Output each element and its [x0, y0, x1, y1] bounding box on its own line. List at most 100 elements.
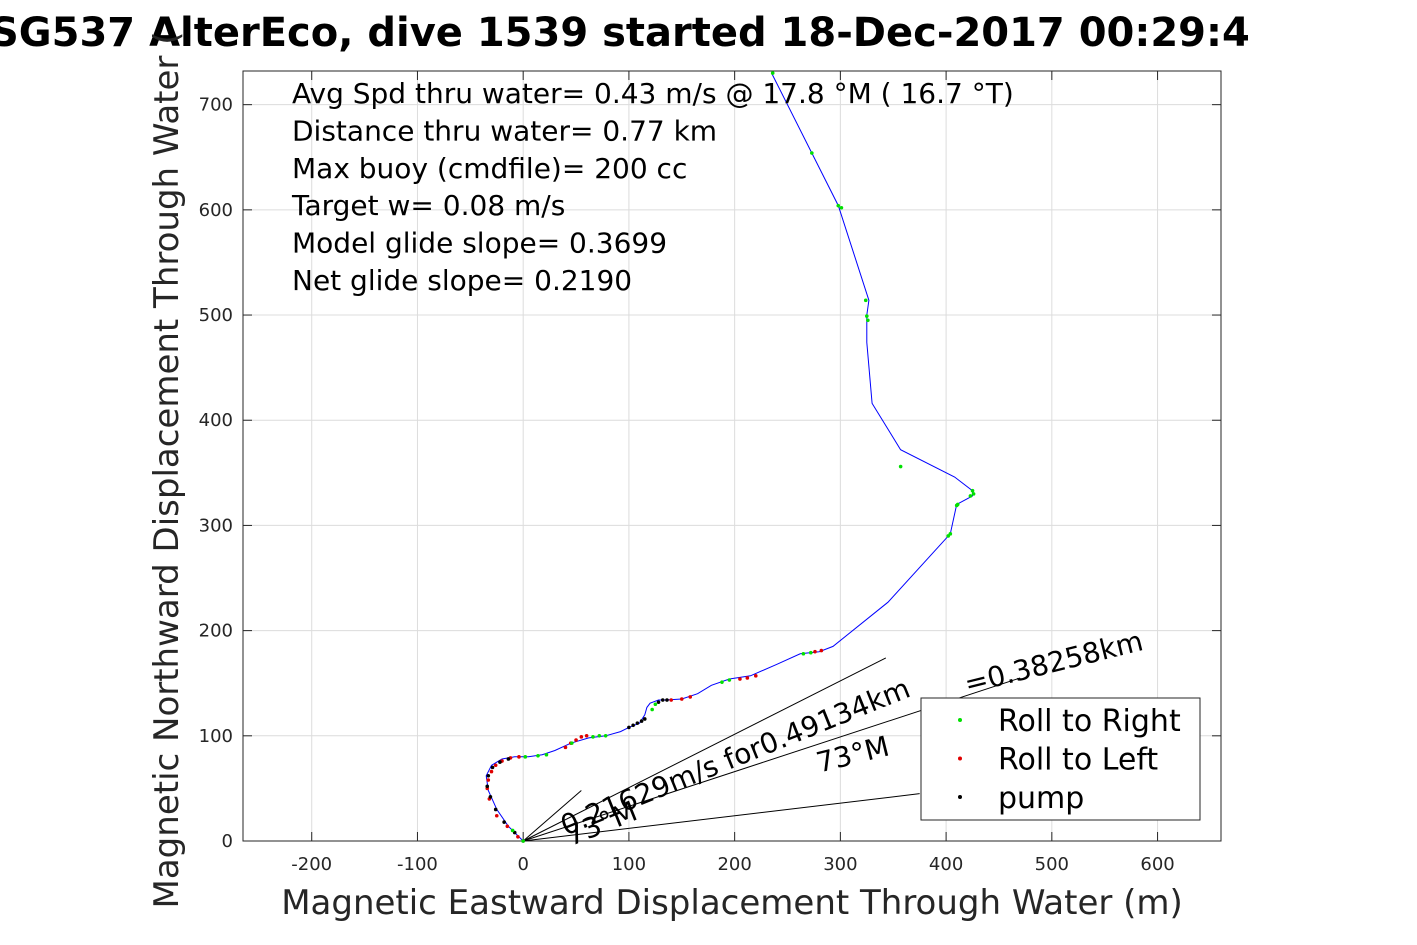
stat-line: Max buoy (cmdfile)= 200 cc	[292, 152, 687, 185]
roll-right-marker	[544, 752, 549, 757]
pump-marker	[502, 820, 506, 824]
x-tick-label: 600	[1140, 854, 1174, 875]
x-axis-label: Magnetic Eastward Displacement Through W…	[281, 883, 1183, 923]
legend-label: Roll to Left	[998, 743, 1158, 778]
pump-marker	[656, 700, 661, 704]
pump-marker	[490, 765, 495, 770]
legend-label: Roll to Right	[998, 704, 1181, 739]
roll-left-marker	[494, 813, 499, 818]
roll-right-marker	[727, 678, 732, 682]
pump-marker	[506, 757, 511, 761]
roll-right-marker	[591, 735, 595, 739]
roll-right-marker	[801, 651, 806, 656]
roll-right-marker	[970, 488, 975, 493]
roll-right-marker	[810, 151, 814, 155]
roll-right-marker	[597, 734, 602, 738]
y-tick-label: 700	[199, 95, 233, 116]
y-tick-label: 400	[199, 410, 233, 431]
stat-line: Net glide slope= 0.2190	[292, 264, 632, 297]
pump-marker	[660, 698, 665, 702]
roll-left-marker	[579, 735, 584, 739]
roll-left-marker	[813, 649, 817, 654]
roll-left-marker	[489, 769, 494, 774]
y-tick-label: 300	[199, 515, 233, 536]
roll-left-marker	[819, 648, 824, 653]
x-tick-label: 0	[517, 854, 528, 875]
y-axis-label: Magnetic Northward Displacement Through …	[147, 32, 187, 909]
roll-right-marker	[523, 755, 528, 759]
roll-right-marker	[968, 494, 973, 498]
legend-marker	[958, 718, 962, 722]
x-tick-label: 100	[612, 854, 646, 875]
legend-label: pump	[998, 781, 1084, 816]
roll-right-marker	[971, 492, 976, 496]
dive-stats: Avg Spd thru water= 0.43 m/s @ 17.8 °M (…	[291, 77, 1014, 297]
roll-left-marker	[688, 695, 693, 699]
stat-line: Avg Spd thru water= 0.43 m/s @ 17.8 °M (…	[292, 77, 1014, 110]
pump-marker	[635, 721, 640, 725]
roll-right-marker	[521, 839, 525, 843]
roll-left-marker	[753, 674, 758, 678]
stat-line: Target w= 0.08 m/s	[291, 189, 565, 222]
roll-right-marker	[948, 532, 953, 536]
roll-right-marker	[536, 753, 540, 758]
pump-marker	[639, 719, 644, 723]
roll-left-marker	[679, 697, 684, 701]
vector-annotation: =0.38258km	[961, 624, 1146, 700]
roll-right-marker	[603, 734, 608, 738]
pump-marker	[486, 773, 491, 778]
grid	[243, 71, 1221, 842]
roll-right-marker	[510, 828, 515, 833]
roll-left-marker	[574, 738, 578, 742]
roll-right-marker	[898, 464, 903, 469]
pump-marker	[498, 760, 502, 764]
stat-line: Model glide slope= 0.3699	[292, 227, 667, 260]
dive-markers	[485, 71, 976, 843]
roll-right-marker	[650, 707, 654, 712]
roll-right-marker	[836, 203, 841, 208]
roll-right-marker	[720, 680, 724, 684]
pump-marker	[665, 698, 669, 702]
y-tick-label: 0	[222, 831, 233, 852]
roll-right-marker	[839, 205, 844, 210]
vector-current	[522, 657, 887, 842]
roll-right-marker	[866, 318, 870, 323]
roll-right-marker	[570, 741, 574, 745]
x-tick-label: 400	[929, 854, 963, 875]
roll-left-marker	[584, 734, 589, 738]
roll-left-marker	[516, 834, 520, 839]
roll-right-marker	[770, 71, 775, 75]
roll-right-marker	[808, 650, 813, 655]
roll-left-marker	[505, 824, 510, 829]
x-tick-label: 200	[717, 854, 751, 875]
roll-right-marker	[955, 502, 960, 507]
plot-area	[242, 70, 1222, 842]
x-tick-label: 300	[823, 854, 857, 875]
roll-left-marker	[669, 698, 674, 702]
pump-marker	[631, 723, 635, 728]
y-tick-label: 100	[199, 726, 233, 747]
roll-left-marker	[493, 763, 498, 768]
pump-marker	[493, 807, 498, 812]
pump-marker	[485, 784, 490, 789]
roll-right-marker	[863, 298, 868, 303]
roll-left-marker	[738, 677, 742, 681]
vector-lower	[523, 793, 920, 842]
x-tick-label: 500	[1035, 854, 1069, 875]
pump-marker	[642, 717, 647, 721]
roll-left-marker	[486, 778, 491, 782]
roll-left-marker	[563, 745, 568, 750]
roll-left-marker	[745, 676, 750, 680]
roll-right-marker	[865, 314, 869, 318]
vector-small	[522, 790, 582, 842]
y-tick-label: 200	[199, 621, 233, 642]
x-tick-label: -100	[397, 854, 438, 875]
y-tick-label: 500	[199, 305, 233, 326]
roll-left-marker	[517, 755, 521, 759]
roll-right-marker	[653, 702, 658, 707]
legend-marker	[958, 756, 962, 761]
legend-box	[920, 697, 1201, 821]
